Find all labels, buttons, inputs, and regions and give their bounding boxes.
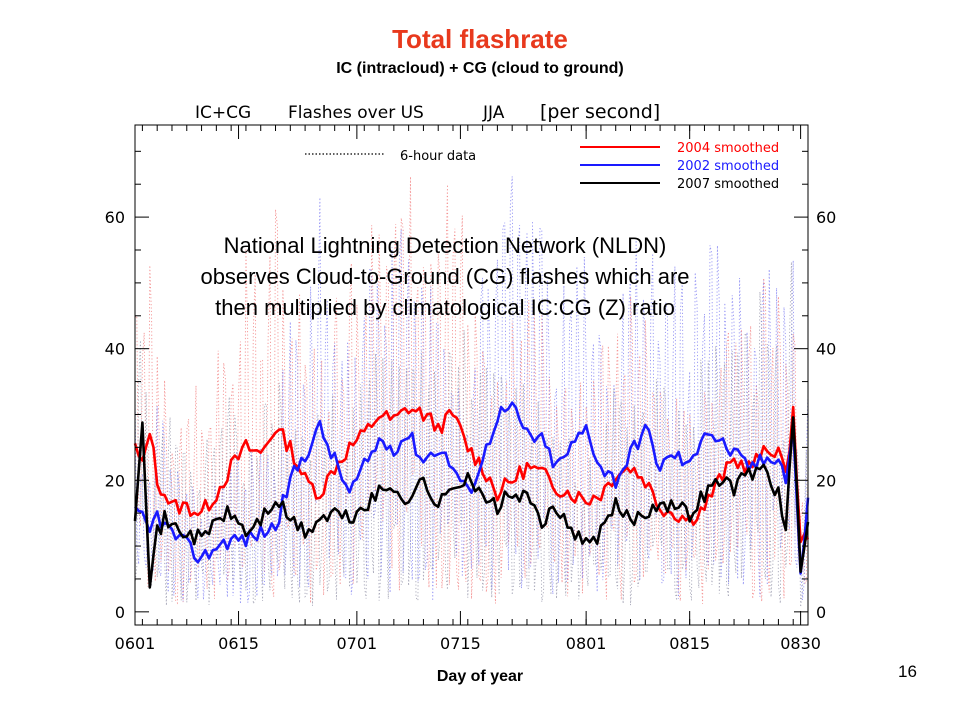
plot-frame — [134, 124, 809, 626]
x-tick-label: 0830 — [780, 634, 821, 653]
page-number: 16 — [898, 662, 917, 681]
nldn-annotation: National Lightning Detection Network (NL… — [200, 233, 690, 320]
slide-title: Total flashrate — [392, 24, 568, 54]
series-line-2004 — [133, 405, 810, 544]
x-tick-label: 0801 — [566, 634, 607, 653]
series-legend: 2004 smoothed 2002 smoothed 2007 smoothed — [580, 141, 779, 192]
y-tick-label-left: 0 — [115, 603, 125, 622]
legend-label-2002: 2002 smoothed — [677, 159, 779, 174]
legend-label-2004: 2004 smoothed — [677, 141, 779, 156]
x-tick-label: 0615 — [218, 634, 259, 653]
x-tick-label: 0601 — [115, 634, 156, 653]
plot-title-part3: JJA — [482, 103, 505, 123]
y-tick-label-left: 40 — [105, 340, 125, 359]
series-line-2007 — [133, 416, 810, 589]
y-tick-label-right: 20 — [816, 471, 836, 490]
axis-ticks: 0 0 20 20 40 40 60 60 0601 0615 0701 0715 0801 0815 08… — [105, 125, 836, 653]
slide-subtitle: IC (intracloud) + CG (cloud to ground) — [336, 60, 624, 77]
y-tick-label-right: 0 — [816, 603, 826, 622]
raw-6hour-line-2007 — [134, 262, 809, 608]
series-line-2002 — [134, 401, 810, 575]
y-tick-label-left: 20 — [105, 471, 125, 490]
y-tick-label-right: 40 — [816, 340, 836, 359]
legend-label-2007: 2007 smoothed — [677, 177, 779, 192]
x-tick-label: 0701 — [337, 634, 378, 653]
y-tick-label-left: 60 — [105, 208, 125, 227]
y-tick-label-right: 60 — [816, 208, 836, 227]
x-tick-label: 0815 — [669, 634, 710, 653]
plot-title-part2: Flashes over US — [288, 103, 424, 123]
plot-title-part1: IC+CG — [195, 103, 251, 123]
x-tick-label: 0715 — [440, 634, 481, 653]
raw-6hour-data-layer — [134, 176, 809, 608]
smoothed-series-layer — [133, 401, 810, 589]
plot-title-part4: [per second] — [540, 101, 660, 123]
x-axis-label: Day of year — [436, 668, 524, 685]
raw-data-legend-label: 6-hour data — [400, 149, 476, 164]
raw-6hour-line-2004 — [134, 176, 809, 605]
